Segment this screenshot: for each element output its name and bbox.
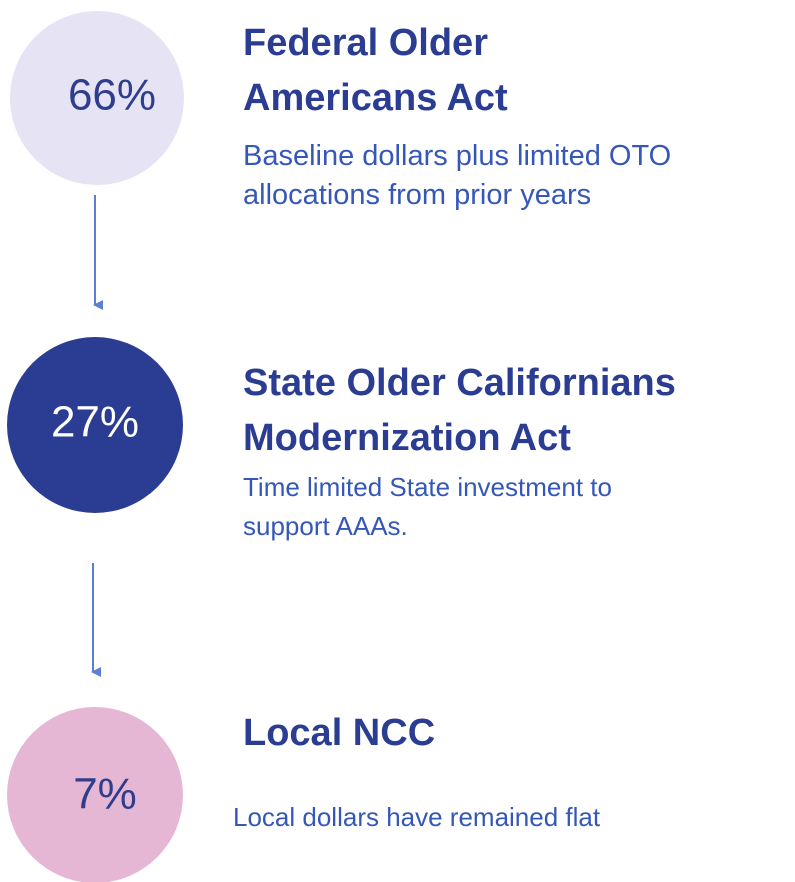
description: Local dollars have remained flat: [233, 802, 601, 832]
title: Local NCC: [243, 712, 435, 754]
circle: [7, 707, 183, 882]
description: allocations from prior years: [243, 179, 591, 211]
circle: [10, 11, 184, 185]
title: Federal Older: [243, 22, 488, 64]
circle: [7, 337, 183, 513]
description: support AAAs.: [243, 511, 408, 541]
title: State Older Californians: [243, 362, 676, 404]
description: Baseline dollars plus limited OTO: [243, 140, 671, 172]
percent: 27%: [51, 398, 139, 447]
title: Americans Act: [243, 77, 508, 119]
title: Modernization Act: [243, 417, 571, 459]
description: Time limited State investment to: [243, 472, 612, 502]
percent: 7%: [73, 770, 137, 819]
percent: 66%: [68, 71, 156, 120]
